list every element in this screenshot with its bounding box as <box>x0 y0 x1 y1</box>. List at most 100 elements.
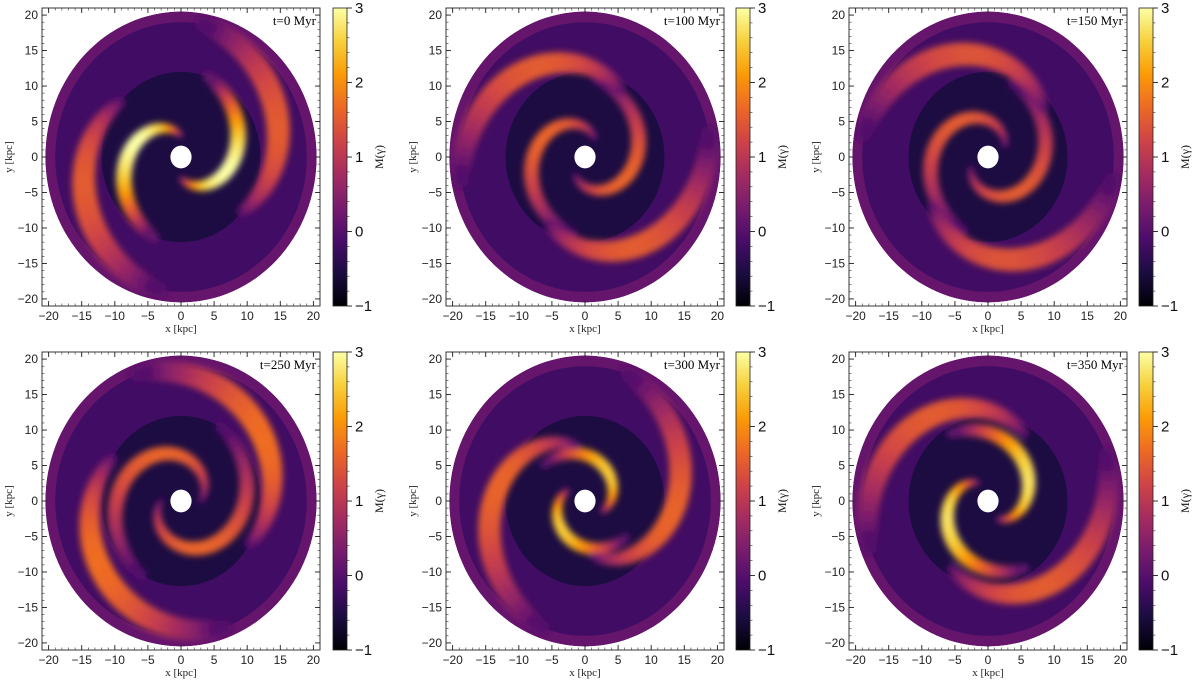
y-tick-label: −15 <box>422 600 443 614</box>
colorbar: −1 0 1 2 3 M(γ) <box>332 0 386 315</box>
colorbar-label: M(γ) <box>775 145 789 169</box>
colorbar-label: M(γ) <box>1178 489 1192 513</box>
colorbar-tick-label: 1 <box>1161 493 1169 510</box>
colorbar-tick-label: 3 <box>355 344 363 361</box>
colorbar-gradient <box>1138 7 1154 307</box>
y-tick-label: 15 <box>429 388 443 402</box>
y-tick-label: 5 <box>31 459 38 473</box>
arm-segment <box>207 620 232 637</box>
time-label: t=100 Myr <box>664 13 721 28</box>
x-tick-label: −5 <box>141 309 155 323</box>
arm-segment <box>540 457 553 469</box>
y-tick-label: −5 <box>831 185 845 199</box>
x-tick-label: 15 <box>1081 653 1095 667</box>
y-tick-label: 20 <box>832 8 846 22</box>
colorbar-tick-label: 3 <box>355 0 363 17</box>
x-axis-label: x [kpc] <box>972 667 1003 679</box>
colorbar-tick-label: 2 <box>758 75 766 92</box>
colorbar: −1 0 1 2 3 M(γ) <box>735 344 789 659</box>
x-tick-label: 0 <box>582 309 589 323</box>
y-tick-label: −20 <box>422 292 443 306</box>
arm-segment <box>215 421 233 440</box>
x-tick-label: 0 <box>985 309 992 323</box>
colorbar-tick-label: −1 <box>758 642 775 659</box>
y-tick-label: −10 <box>18 221 39 235</box>
colorbar-tick-label: 0 <box>758 568 766 585</box>
x-tick-label: 0 <box>582 653 589 667</box>
arm-segment <box>620 366 644 388</box>
colorbar-gradient <box>332 351 348 651</box>
arm-segment <box>560 225 578 239</box>
x-tick-label: −5 <box>545 653 559 667</box>
x-tick-label: 5 <box>211 653 218 667</box>
x-tick-label: 10 <box>1048 653 1062 667</box>
colorbar-gradient <box>735 351 751 651</box>
y-tick-label: −20 <box>422 636 443 650</box>
y-tick-label: 15 <box>25 388 39 402</box>
y-tick-label: −15 <box>422 256 443 270</box>
y-tick-label: 20 <box>832 352 846 366</box>
x-tick-label: −15 <box>476 309 497 323</box>
x-tick-label: 15 <box>678 653 692 667</box>
y-tick-label: −15 <box>825 600 846 614</box>
y-tick-label: −20 <box>18 636 39 650</box>
x-tick-label: 10 <box>645 653 659 667</box>
colorbar-tick-label: 2 <box>355 75 363 92</box>
y-tick-label: 15 <box>832 388 846 402</box>
colorbar: −1 0 1 2 3 M(γ) <box>1138 0 1192 315</box>
spiral-arms <box>72 16 290 298</box>
x-tick-label: −5 <box>141 653 155 667</box>
arm-segment <box>143 227 160 243</box>
x-tick-label: −10 <box>105 309 126 323</box>
spiral-arms <box>79 362 283 640</box>
arm-segment <box>856 118 875 142</box>
colorbar-tick-label: −1 <box>1161 298 1178 315</box>
x-tick-label: −15 <box>476 653 497 667</box>
colorbar-tick-label: 1 <box>355 149 363 166</box>
colorbar-tick-label: 0 <box>758 224 766 241</box>
colorbar-label: M(γ) <box>1178 145 1192 169</box>
y-tick-label: −5 <box>24 185 38 199</box>
colorbar-tick-label: −1 <box>355 298 372 315</box>
x-tick-label: 20 <box>711 653 725 667</box>
colorbar-tick-label: 3 <box>758 0 766 17</box>
x-axis-label: x [kpc] <box>569 323 600 335</box>
x-tick-label: 10 <box>1048 309 1062 323</box>
x-axis-label: x [kpc] <box>972 323 1003 335</box>
colorbar: −1 0 1 2 3 M(γ) <box>332 344 386 659</box>
x-tick-label: −20 <box>442 653 463 667</box>
colorbar-gradient <box>332 7 348 307</box>
y-tick-label: −20 <box>18 292 39 306</box>
arm-segment <box>946 426 963 439</box>
x-tick-label: 0 <box>178 653 185 667</box>
x-tick-label: 15 <box>1081 309 1095 323</box>
y-tick-label: 5 <box>435 115 442 129</box>
y-tick-label: 15 <box>429 44 443 58</box>
arm-segment <box>951 220 969 236</box>
x-tick-label: 5 <box>1018 309 1025 323</box>
disk-image <box>449 355 721 647</box>
y-tick-label: 20 <box>429 8 443 22</box>
arm-segment <box>195 16 218 35</box>
colorbar-tick-label: 0 <box>355 224 363 241</box>
y-tick-label: 10 <box>25 423 39 437</box>
galaxy-panel: −20 −15 −10 −5 0 5 10 15 20 −20 −15 −10 −5 0 5 10 15 20 x … <box>3 7 321 335</box>
central-hole <box>170 145 192 169</box>
colorbar: −1 0 1 2 3 M(γ) <box>735 0 789 315</box>
disk-image <box>449 11 721 303</box>
y-tick-label: 5 <box>838 459 845 473</box>
central-hole <box>977 489 999 513</box>
y-tick-label: 10 <box>832 423 846 437</box>
y-tick-label: −15 <box>18 600 39 614</box>
arm-segment <box>1101 172 1120 196</box>
x-tick-label: −5 <box>545 309 559 323</box>
x-tick-label: 10 <box>241 309 255 323</box>
x-tick-label: 20 <box>1114 653 1128 667</box>
x-tick-label: 0 <box>178 309 185 323</box>
x-tick-label: −5 <box>948 309 962 323</box>
y-tick-label: 20 <box>25 352 39 366</box>
disk-image <box>45 11 317 303</box>
y-tick-label: 20 <box>429 352 443 366</box>
y-axis-label: y [kpc] <box>810 485 822 516</box>
y-tick-label: 5 <box>435 459 442 473</box>
